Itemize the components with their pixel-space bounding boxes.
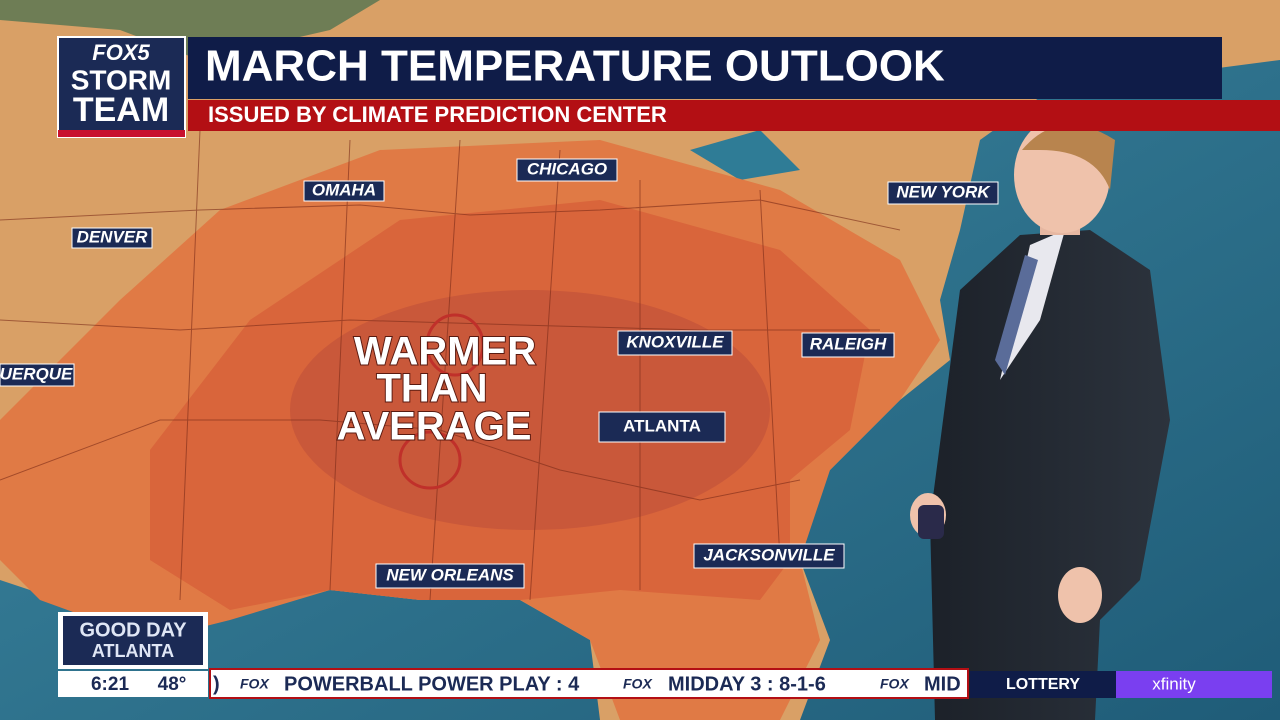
show-name: ATLANTA [92, 641, 174, 661]
land-north [0, 0, 380, 60]
ticker-bar [209, 668, 969, 699]
title: MARCH TEMPERATURE OUTLOOK [205, 42, 945, 91]
city-label: JACKSONVILLE [703, 545, 835, 564]
annotation: THAN [376, 367, 487, 411]
logo-stripe [58, 130, 185, 137]
lake [690, 130, 800, 180]
city-labels: CHICAGO OMAHA DENVER NEW YORK UERQUE KNO… [0, 158, 999, 589]
logo-line: TEAM [73, 91, 169, 129]
city-label: OMAHA [312, 180, 376, 199]
city-box [0, 363, 75, 387]
city-label: KNOXVILLE [626, 332, 724, 351]
city-label: NEW YORK [896, 182, 991, 201]
subtitle-bar [188, 100, 1280, 131]
ticker-text: MIDDAY 3 : 8-1-6 [668, 673, 826, 695]
time: 6:21 [91, 674, 129, 695]
city-box [693, 543, 845, 569]
network-logo: FOX [880, 676, 910, 692]
network-logo: FOX [240, 676, 270, 692]
city-label: ATLANTA [623, 416, 701, 435]
ticker-text: MID [924, 673, 961, 695]
city-box [598, 411, 726, 443]
ticker-text: ) [213, 673, 220, 695]
sponsor: xfinity [1152, 674, 1196, 693]
city-label: NEW ORLEANS [386, 565, 514, 584]
temperature: 48° [158, 674, 187, 695]
show-inner [63, 616, 203, 665]
time-bar [58, 671, 208, 697]
show-name: GOOD DAY [79, 619, 187, 641]
subtitle: ISSUED BY CLIMATE PREDICTION CENTER [208, 102, 667, 127]
city-label: RALEIGH [810, 334, 887, 353]
city-box [71, 227, 153, 249]
city-box [516, 158, 618, 182]
network-logo: FOX [623, 676, 653, 692]
city-label: CHICAGO [527, 159, 607, 178]
city-box [617, 330, 733, 356]
logo-line: STORM [71, 64, 172, 95]
ticker-text: POWERBALL POWER PLAY : 4 [284, 673, 580, 695]
sponsor-box [1116, 671, 1272, 698]
presenter [910, 117, 1170, 720]
city-label: UERQUE [0, 364, 73, 383]
city-box [801, 332, 895, 358]
city-box [375, 563, 525, 589]
city-label: DENVER [77, 227, 149, 246]
logo-line: FOX5 [92, 40, 150, 65]
category: LOTTERY [1006, 676, 1080, 693]
city-box [887, 181, 999, 205]
logo-box [57, 36, 186, 138]
title-bar [188, 37, 1222, 99]
category-box [970, 671, 1116, 698]
city-box [303, 180, 385, 202]
storm-swirl [398, 430, 462, 490]
annotation: WARMER [354, 330, 536, 374]
storm-swirl [425, 313, 485, 377]
annotation: AVERAGE [337, 405, 532, 449]
